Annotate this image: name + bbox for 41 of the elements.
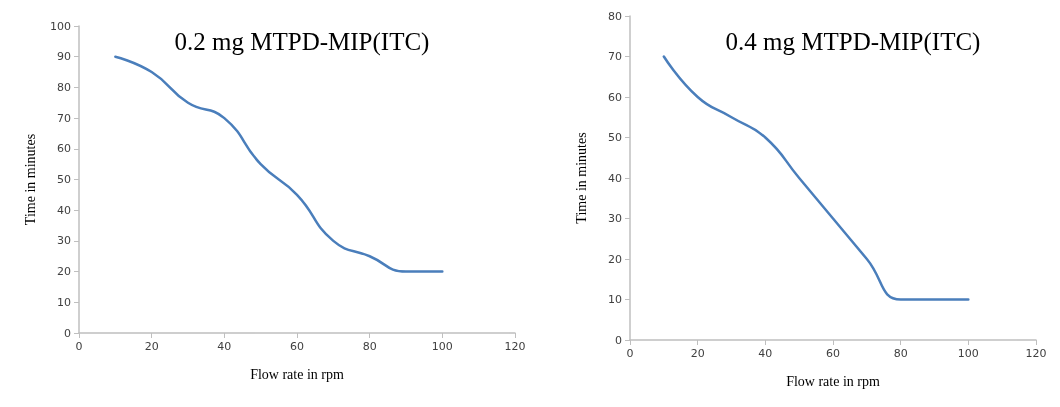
- x-tick-label: 0: [75, 340, 83, 353]
- x-tick-label: 20: [690, 347, 705, 360]
- x-tick-label: 100: [431, 340, 453, 353]
- y-tick-label: 70: [57, 111, 71, 125]
- text: 0.4 mg MTPD-MIP(ITC): [725, 28, 981, 56]
- line-series: [114, 55, 444, 273]
- x-tick-label: 80: [893, 347, 908, 360]
- y-tick-label: 40: [608, 171, 622, 185]
- y-tick-label: 10: [608, 293, 622, 306]
- x-tick-label: 100: [957, 347, 979, 360]
- x-tick-label: 20: [144, 340, 159, 353]
- y-tick-label: 20: [608, 252, 622, 266]
- x-tick-label: 120: [1025, 347, 1047, 360]
- y-tick-label: 30: [57, 234, 71, 248]
- y-tick-label: 50: [608, 131, 622, 144]
- x-tick-label: 80: [362, 340, 377, 353]
- x-tick-label: 120: [504, 340, 526, 353]
- y-axis-title: Time in minutes: [22, 133, 38, 226]
- x-axis-title: Flow rate in rpm: [250, 366, 344, 382]
- y-tick-label: 100: [50, 19, 71, 33]
- y-tick-label: 90: [57, 50, 71, 64]
- chart-title: 0.2 mg MTPD-MIP(ITC): [174, 28, 430, 56]
- x-tick-label: 60: [290, 340, 304, 353]
- y-tick-label: 10: [57, 295, 71, 309]
- x-tick-label: 0: [626, 347, 634, 360]
- y-tick-label: 30: [608, 212, 622, 225]
- y-tick-label: 40: [57, 203, 71, 217]
- x-tick-label: 40: [217, 340, 232, 353]
- line-series: [662, 55, 970, 301]
- y-tick-label: 50: [57, 173, 71, 186]
- y-tick-label: 20: [57, 265, 71, 279]
- y-tick-label: 0: [64, 326, 71, 340]
- y-axis-title: Time in minutes: [573, 132, 589, 224]
- y-tick-label: 80: [57, 80, 71, 94]
- y-tick-label: 60: [57, 142, 71, 156]
- y-tick-label: 70: [608, 50, 622, 63]
- y-tick-label: 80: [608, 9, 622, 23]
- x-tick-label: 60: [826, 347, 840, 360]
- y-tick-label: 60: [608, 90, 622, 104]
- x-axis-title: Flow rate in rpm: [786, 373, 880, 389]
- x-tick-label: 40: [758, 347, 773, 360]
